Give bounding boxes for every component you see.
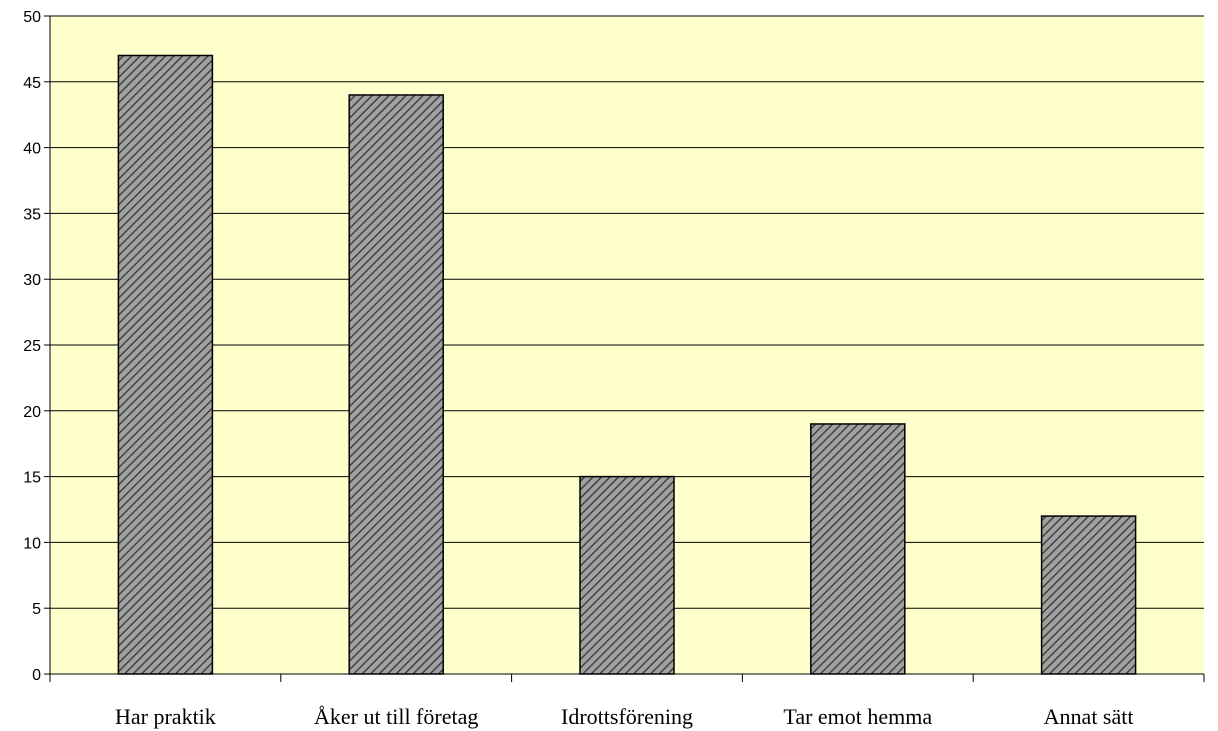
bar-1 [348,94,444,675]
y-tick-label-45: 45 [23,75,41,92]
x-tick-label-1: Åker ut till företag [314,704,478,729]
bars [117,54,1137,675]
bar-3 [810,423,906,675]
y-axis-tick-labels: 0 5 10 15 20 25 30 35 40 45 50 [23,9,50,684]
bar-2 [579,475,675,675]
y-tick-label-5: 5 [32,601,41,618]
y-tick-label-40: 40 [23,141,41,158]
y-tick-label-10: 10 [23,535,41,552]
y-tick-label-15: 15 [23,470,41,487]
y-tick-label-30: 30 [23,272,41,289]
y-tick-label-0: 0 [32,667,41,684]
bar-0 [117,54,214,675]
x-tick-label-4: Annat sätt [1044,704,1134,729]
x-tick-label-2: Idrottsförening [561,704,693,729]
bar-4 [1040,515,1137,675]
x-tick-label-3: Tar emot hemma [783,704,932,729]
y-tick-label-20: 20 [23,404,41,421]
x-tick-label-0: Har praktik [115,704,216,729]
y-tick-label-50: 50 [23,9,41,26]
x-axis-tick-labels: Har praktik Åker ut till företag Idrottsfö… [49,674,1205,729]
y-tick-label-35: 35 [23,206,41,223]
y-tick-label-25: 25 [23,338,41,355]
